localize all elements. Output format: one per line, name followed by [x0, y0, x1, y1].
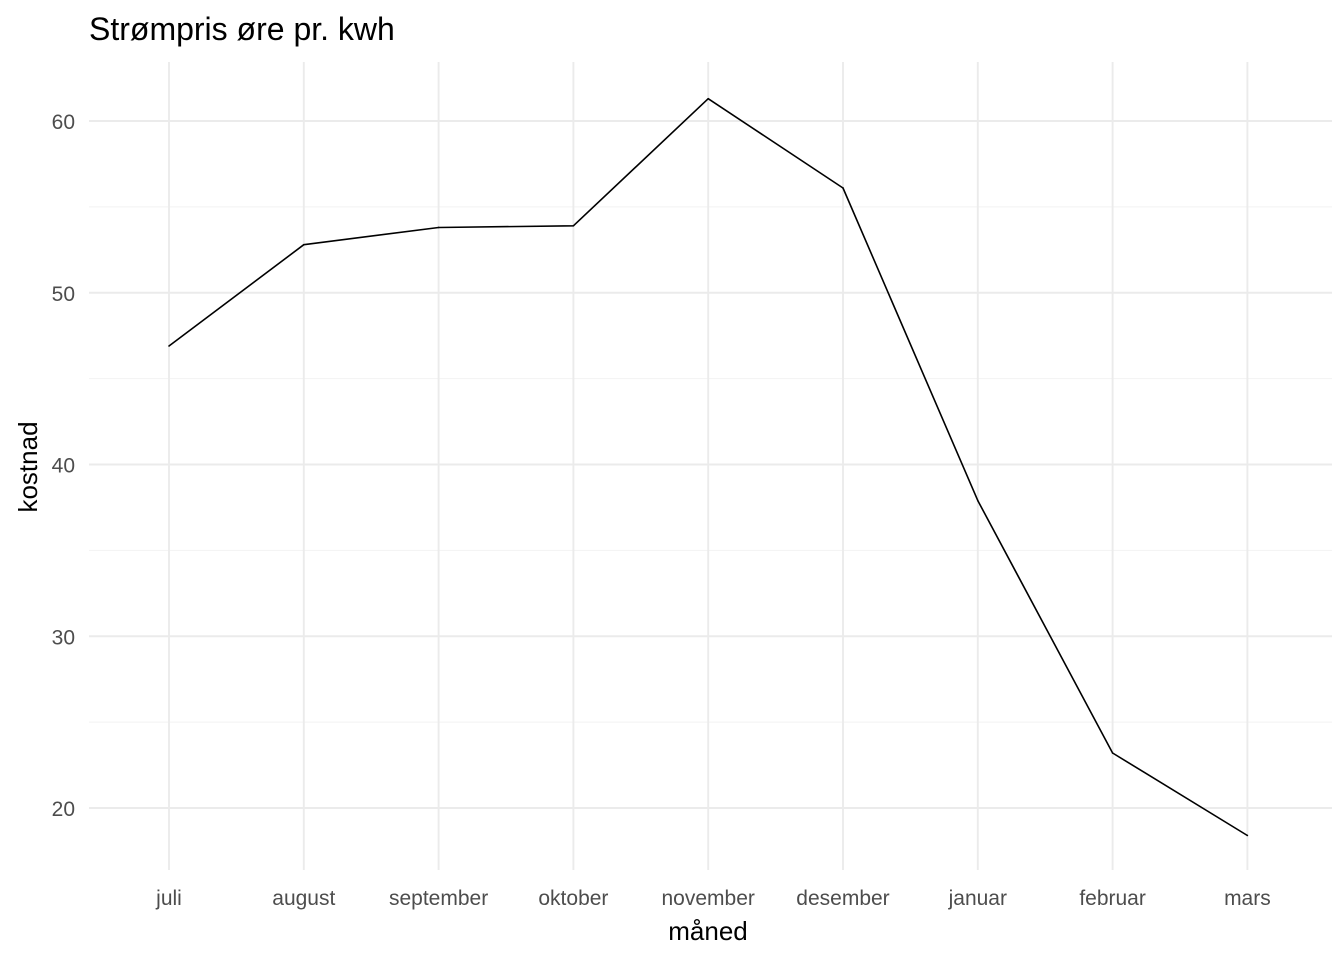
data-point: [1111, 752, 1114, 754]
data-point: [572, 224, 575, 227]
y-axis-title: kostnad: [13, 421, 43, 512]
x-tick-label: mars: [1224, 887, 1271, 910]
data-point: [977, 499, 979, 502]
x-tick-label: juli: [155, 887, 182, 910]
x-axis-ticks: juli august september oktober november desemb…: [155, 887, 1271, 910]
grid-layer: [89, 62, 1332, 870]
y-tick-label: 30: [52, 626, 75, 649]
data-point: [303, 243, 305, 246]
x-tick-label: desember: [796, 887, 889, 910]
y-tick-label: 20: [52, 798, 75, 821]
series-layer: [168, 97, 1249, 837]
x-tick-label: november: [662, 887, 755, 910]
x-tick-label: september: [389, 887, 488, 910]
x-axis-title: måned: [668, 916, 748, 946]
y-tick-label: 50: [52, 283, 75, 306]
data-point: [1246, 834, 1249, 837]
chart-title: Strømpris øre pr. kwh: [89, 11, 395, 47]
y-tick-label: 40: [52, 455, 75, 478]
x-tick-label: august: [272, 887, 335, 910]
y-tick-label: 60: [52, 111, 75, 134]
data-point: [707, 97, 709, 100]
x-tick-label: januar: [948, 887, 1007, 910]
x-tick-label: oktober: [538, 887, 608, 910]
y-axis-ticks: 20 30 40 50 60: [52, 111, 75, 821]
data-point: [168, 345, 170, 347]
x-tick-label: februar: [1079, 887, 1146, 910]
data-point: [842, 187, 844, 189]
data-point: [437, 226, 440, 229]
